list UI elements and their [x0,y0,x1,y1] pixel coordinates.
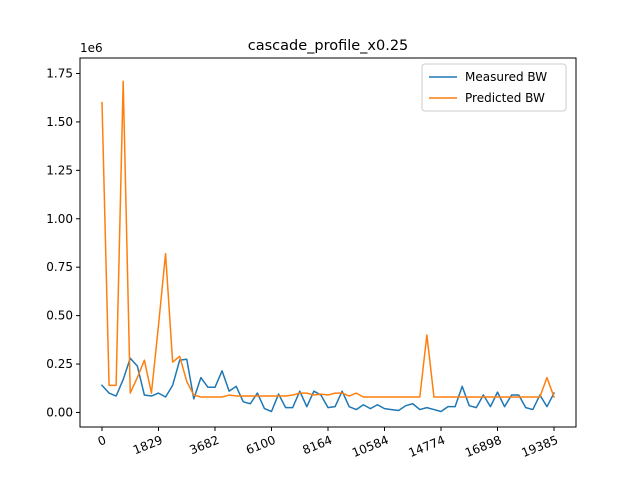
plot-area [100,80,556,413]
y-tick-label: 1.25 [46,163,73,177]
series-line-predicted-bw [101,80,555,398]
legend-entry: Measured BW [465,70,547,84]
y-tick-label: 0.75 [46,260,73,274]
chart-title: cascade_profile_x0.25 [248,38,409,54]
legend-box [421,63,567,112]
y-offset-label: 1e6 [80,41,103,55]
y-tick-label: 0.25 [46,357,73,371]
y-tick-label: 0.00 [46,405,73,419]
legend-entry: Predicted BW [465,91,545,105]
legend: Measured BW Predicted BW [421,63,567,112]
y-tick-label: 0.50 [46,309,73,323]
y-axis: 0.00 0.25 0.50 0.75 1.00 1.25 1.50 1.75 [46,66,80,419]
y-tick-label: 1.00 [46,212,73,226]
y-tick-label: 1.50 [46,115,73,129]
series-line-measured-bw [100,357,556,413]
y-tick-label: 1.75 [46,66,73,80]
